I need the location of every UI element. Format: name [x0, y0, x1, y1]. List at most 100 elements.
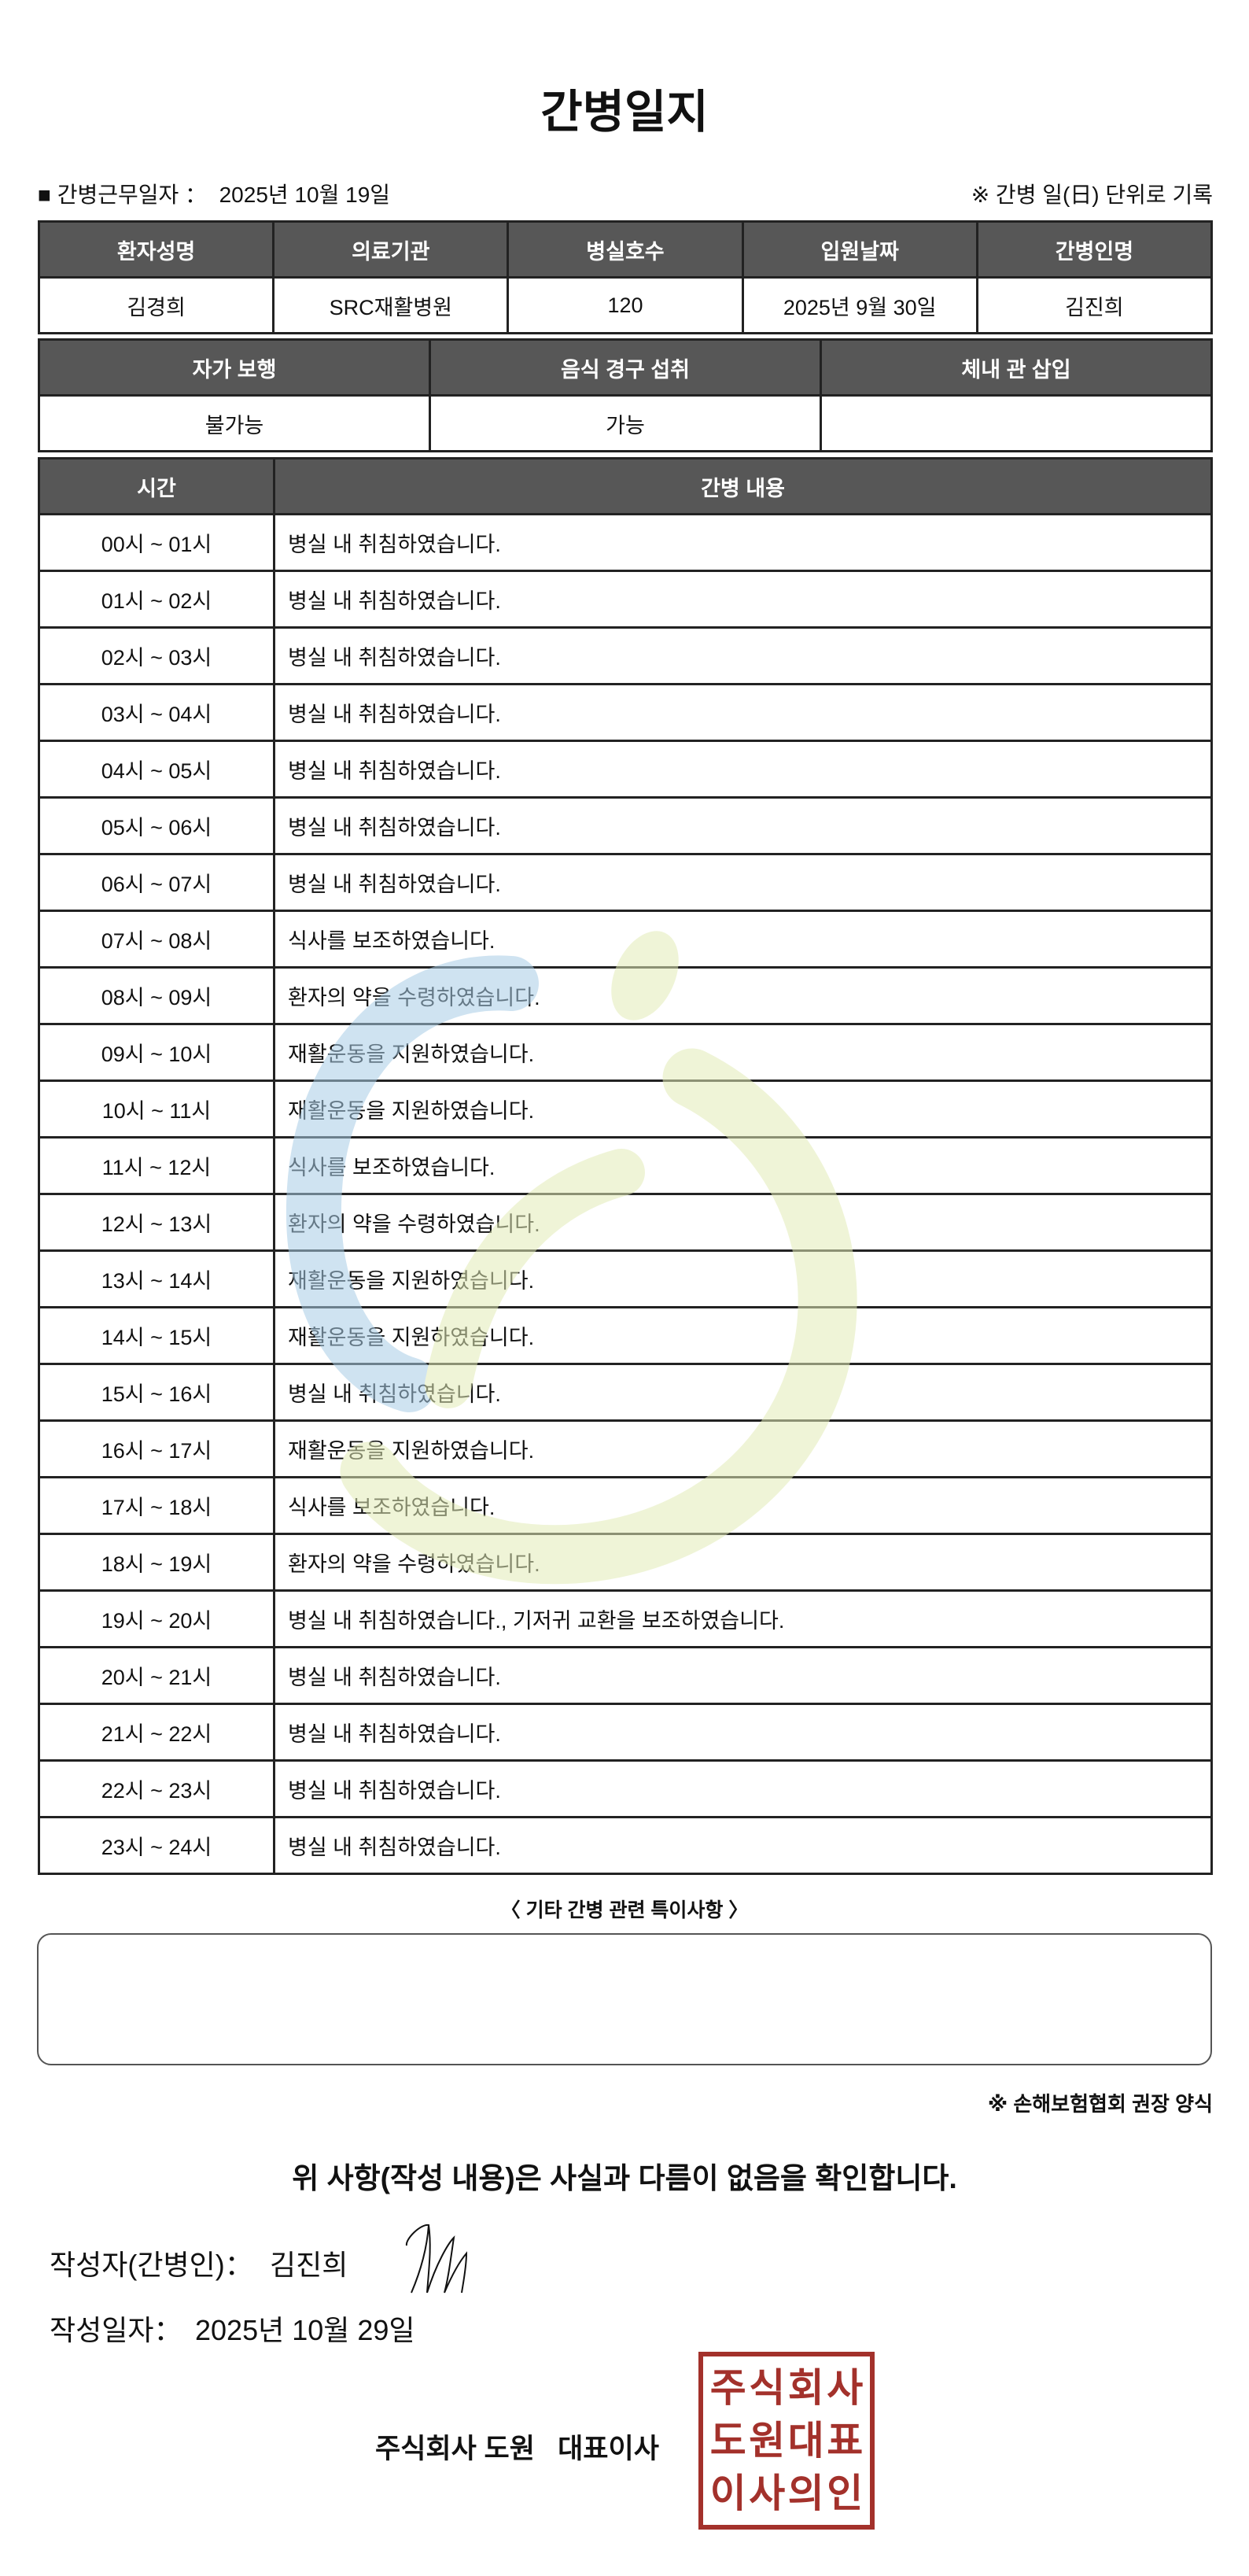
admission-date: 2025년 9월 30일 [741, 276, 978, 334]
care-content-cell: 병실 내 취침하였습니다. [273, 626, 1213, 685]
page-title: 간병일지 [540, 87, 709, 138]
table-row: 03시 ~ 04시 병실 내 취침하였습니다. [38, 683, 1213, 742]
walking-status: 불가능 [38, 394, 431, 452]
header-oral-intake: 음식 경구 섭취 [429, 338, 822, 397]
care-content-cell: 환자의 약을 수령하였습니다. [273, 966, 1213, 1025]
time-cell: 05시 ~ 06시 [38, 796, 275, 855]
care-content-cell: 병실 내 취침하였습니다. [273, 1646, 1213, 1705]
time-cell: 01시 ~ 02시 [38, 570, 275, 629]
seal-character: 표 [827, 2418, 864, 2463]
hospital: SRC재활병원 [272, 276, 510, 334]
table-row: 07시 ~ 08시 식사를 보조하였습니다. [38, 910, 1213, 969]
care-content-cell: 병실 내 취침하였습니다. [273, 1363, 1213, 1422]
care-content-cell: 재활운동을 지원하였습니다. [273, 1419, 1213, 1478]
signature-icon [405, 2224, 468, 2294]
time-cell: 07시 ~ 08시 [38, 910, 275, 969]
seal-character: 원 [749, 2418, 786, 2463]
table-row: 20시 ~ 21시 병실 내 취침하였습니다. [38, 1646, 1213, 1705]
table-row: 16시 ~ 17시 재활운동을 지원하였습니다. [38, 1419, 1213, 1478]
seal-character: 인 [827, 2471, 864, 2515]
seal-character: 식 [749, 2366, 786, 2411]
time-cell: 23시 ~ 24시 [38, 1816, 275, 1875]
seal-character: 사 [749, 2471, 786, 2515]
work-date: ■ 간병근무일자 ： 2025년 10월 19일 [38, 178, 390, 209]
table-row: 15시 ~ 16시 병실 내 취침하였습니다. [38, 1363, 1213, 1422]
table-row: 08시 ~ 09시 환자의 약을 수령하였습니다. [38, 966, 1213, 1025]
care-content-cell: 병실 내 취침하였습니다. [273, 683, 1213, 742]
table-row: 04시 ~ 05시 병실 내 취침하였습니다. [38, 740, 1213, 799]
time-cell: 19시 ~ 20시 [38, 1589, 275, 1648]
patient-status-table: 자가 보행 음식 경구 섭취 체내 관 삽입 불가능 가능 [38, 338, 1213, 452]
table-row: 02시 ~ 03시 병실 내 취침하였습니다. [38, 626, 1213, 685]
table-row: 18시 ~ 19시 환자의 약을 수령하였습니다. [38, 1533, 1213, 1592]
table-row: 10시 ~ 11시 재활운동을 지원하였습니다. [38, 1079, 1213, 1139]
work-date-label: ■ 간병근무일자 ： [38, 183, 208, 207]
header-patient-name: 환자성명 [37, 220, 275, 279]
header-admission-date: 입원날짜 [741, 220, 978, 279]
table-row: 09시 ~ 10시 재활운동을 지원하였습니다. [38, 1023, 1213, 1082]
care-content-cell: 환자의 약을 수령하였습니다. [273, 1193, 1213, 1252]
header-care-content: 간병 내용 [273, 457, 1213, 515]
care-content-cell: 식사를 보조하였습니다. [273, 1476, 1213, 1535]
time-cell: 06시 ~ 07시 [38, 853, 275, 912]
table-row: 14시 ~ 15시 재활운동을 지원하였습니다. [38, 1306, 1213, 1365]
seal-character: 의 [787, 2471, 824, 2515]
header-walking: 자가 보행 [38, 338, 431, 397]
time-cell: 22시 ~ 23시 [38, 1759, 275, 1818]
written-date-value: 2025년 10월 29일 [195, 2314, 415, 2346]
caregiver-name: 김진희 [975, 276, 1214, 334]
tube-status [820, 394, 1213, 452]
header-room: 병실호수 [507, 220, 744, 279]
table-row: 17시 ~ 18시 식사를 보조하였습니다. [38, 1476, 1213, 1535]
daily-record-note: ※ 간병 일(日) 단위로 기록 [971, 183, 1213, 207]
form-source-note: ※ 손해보험협회 권장 양식 [987, 2092, 1213, 2116]
writer-label: 작성자(간병인)： [50, 2249, 253, 2281]
patient-name: 김경희 [37, 276, 275, 334]
care-content-cell: 병실 내 취침하였습니다. [273, 740, 1213, 799]
company-representative: 주식회사 도원 대표이사 [375, 2434, 659, 2464]
header-caregiver: 간병인명 [975, 220, 1214, 279]
seal-character: 이 [709, 2471, 746, 2515]
time-cell: 15시 ~ 16시 [38, 1363, 275, 1422]
care-log-table: 시간 간병 내용 00시 ~ 01시 병실 내 취침하였습니다. 01시 ~ 02시… [38, 457, 1213, 1875]
time-cell: 21시 ~ 22시 [38, 1703, 275, 1762]
care-content-cell: 병실 내 취침하였습니다. [273, 513, 1213, 572]
table-row: 06시 ~ 07시 병실 내 취침하였습니다. [38, 853, 1213, 912]
header-hospital: 의료기관 [272, 220, 510, 279]
care-content-cell: 병실 내 취침하였습니다. [273, 796, 1213, 855]
time-cell: 18시 ~ 19시 [38, 1533, 275, 1592]
time-cell: 12시 ~ 13시 [38, 1193, 275, 1252]
time-cell: 02시 ~ 03시 [38, 626, 275, 685]
time-cell: 03시 ~ 04시 [38, 683, 275, 742]
seal-character: 회 [787, 2366, 824, 2411]
time-cell: 13시 ~ 14시 [38, 1249, 275, 1308]
time-cell: 10시 ~ 11시 [38, 1079, 275, 1139]
seal-character: 도 [709, 2418, 746, 2463]
room-number: 120 [507, 276, 744, 334]
table-row: 00시 ~ 01시 병실 내 취침하였습니다. [38, 513, 1213, 572]
header-time: 시간 [38, 457, 275, 515]
table-row: 05시 ~ 06시 병실 내 취침하였습니다. [38, 796, 1213, 855]
care-content-cell: 병실 내 취침하였습니다., 기저귀 교환을 보조하였습니다. [273, 1589, 1213, 1648]
seal-character: 주 [709, 2366, 746, 2411]
time-cell: 04시 ~ 05시 [38, 740, 275, 799]
seal-character: 사 [827, 2366, 864, 2411]
notes-caption: 〈 기타 간병 관련 특이사항 〉 [500, 1899, 749, 1921]
table-row: 12시 ~ 13시 환자의 약을 수령하였습니다. [38, 1193, 1213, 1252]
seal-character: 대 [787, 2418, 824, 2463]
time-cell: 09시 ~ 10시 [38, 1023, 275, 1082]
notes-box[interactable] [37, 1933, 1212, 2065]
care-content-cell: 병실 내 취침하였습니다. [273, 570, 1213, 629]
care-content-cell: 재활운동을 지원하였습니다. [273, 1023, 1213, 1082]
care-content-cell: 재활운동을 지원하였습니다. [273, 1079, 1213, 1139]
table-row: 22시 ~ 23시 병실 내 취침하였습니다. [38, 1759, 1213, 1818]
writer-name: 김진희 [270, 2249, 348, 2281]
time-cell: 16시 ~ 17시 [38, 1419, 275, 1478]
time-cell: 00시 ~ 01시 [38, 513, 275, 572]
header-tube: 체내 관 삽입 [820, 338, 1213, 397]
time-cell: 20시 ~ 21시 [38, 1646, 275, 1705]
care-content-cell: 병실 내 취침하였습니다. [273, 853, 1213, 912]
oral-intake-status: 가능 [429, 394, 822, 452]
care-content-cell: 병실 내 취침하였습니다. [273, 1816, 1213, 1875]
